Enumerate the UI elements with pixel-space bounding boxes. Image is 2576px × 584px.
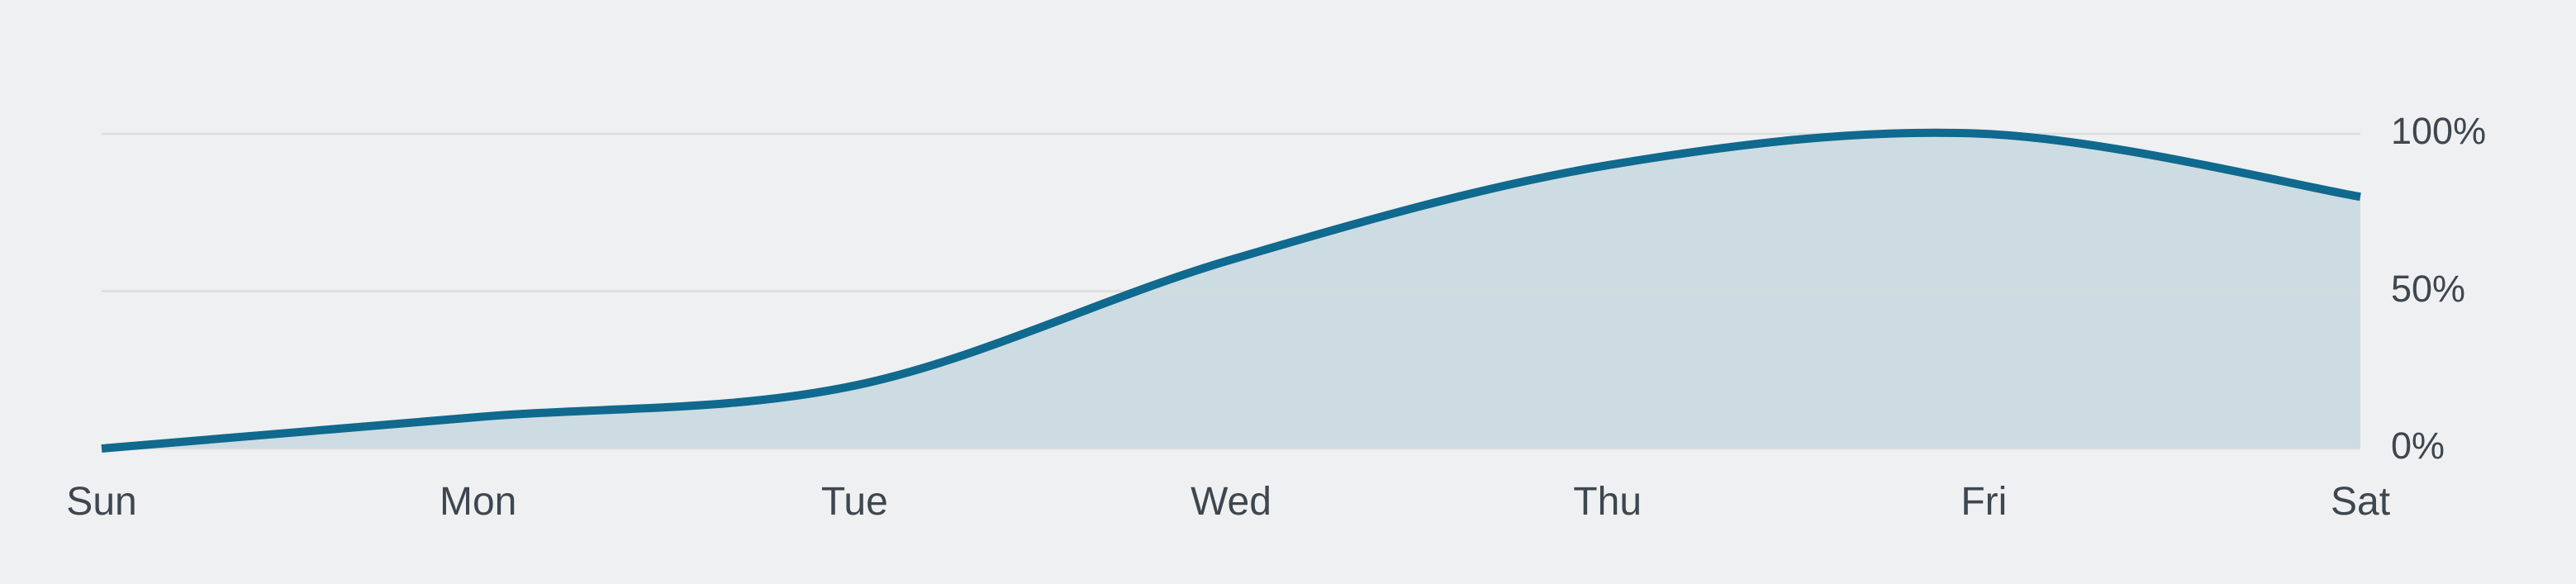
x-tick-label: Wed bbox=[1191, 480, 1271, 524]
x-tick-label: Mon bbox=[439, 480, 517, 524]
y-tick-label: 100% bbox=[2391, 110, 2487, 152]
x-tick-label: Sat bbox=[2330, 480, 2391, 524]
series-line bbox=[101, 128, 2361, 453]
x-tick-label: Thu bbox=[1573, 480, 1642, 524]
x-tick-label: Tue bbox=[820, 480, 888, 524]
x-tick-label: Fri bbox=[1961, 480, 2008, 524]
x-tick-label: Sun bbox=[66, 480, 137, 524]
y-tick-label: 0% bbox=[2391, 425, 2445, 467]
y-tick-label: 50% bbox=[2391, 267, 2466, 310]
